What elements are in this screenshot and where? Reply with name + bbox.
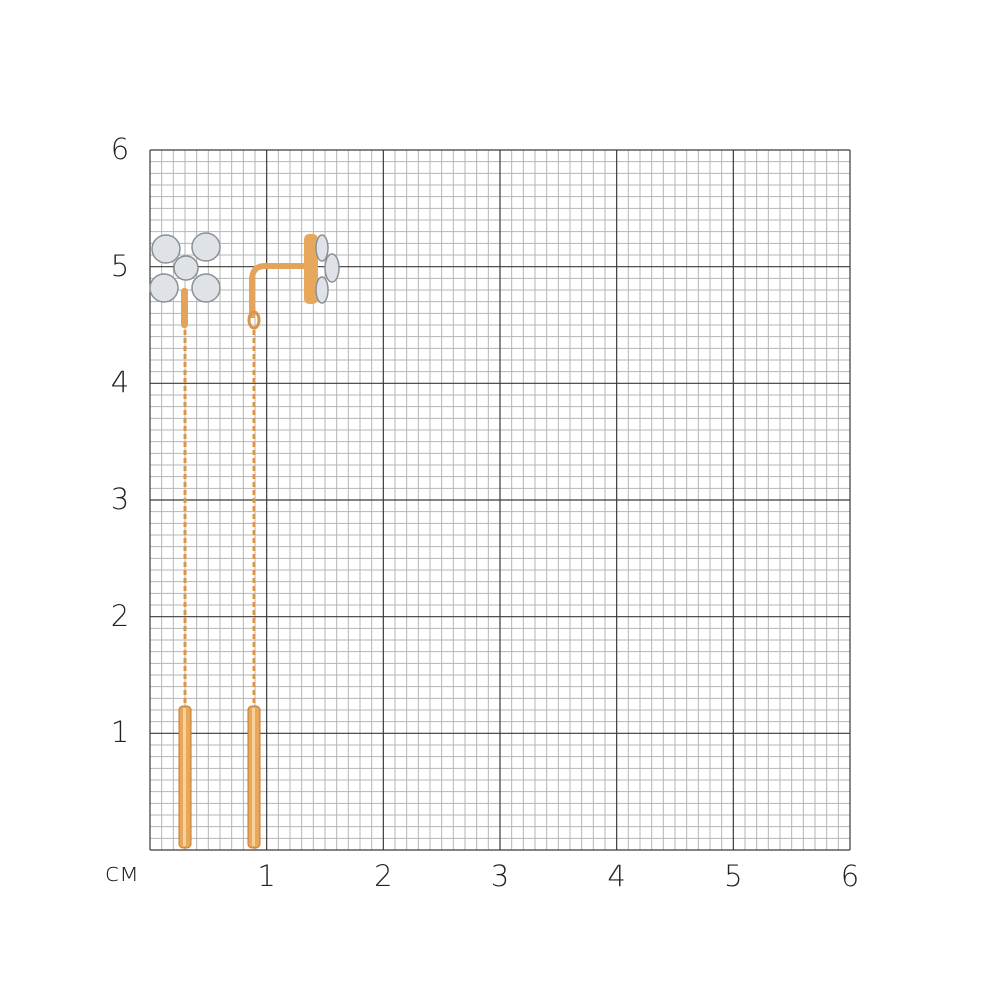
earrings: [149, 232, 340, 849]
unit-label: см: [105, 858, 139, 888]
left-earring-front-view: [149, 232, 221, 849]
x-tick-label: 6: [840, 859, 860, 893]
x-tick-label: 5: [724, 859, 743, 893]
x-tick-label: 1: [257, 859, 276, 893]
y-tick-label: 5: [110, 248, 130, 283]
x-tick-label: 3: [490, 859, 510, 893]
x-tick-label: 4: [607, 859, 626, 893]
major-grid-lines: [149, 149, 851, 851]
y-tick-label: 4: [110, 365, 130, 400]
y-tick-label: 2: [110, 598, 130, 633]
right-earring-side-view: [247, 234, 340, 849]
y-tick-label: 3: [110, 482, 130, 516]
y-tick-label: 6: [110, 132, 130, 166]
x-tick-label: 2: [374, 859, 393, 893]
y-tick-label: 1: [110, 715, 130, 750]
